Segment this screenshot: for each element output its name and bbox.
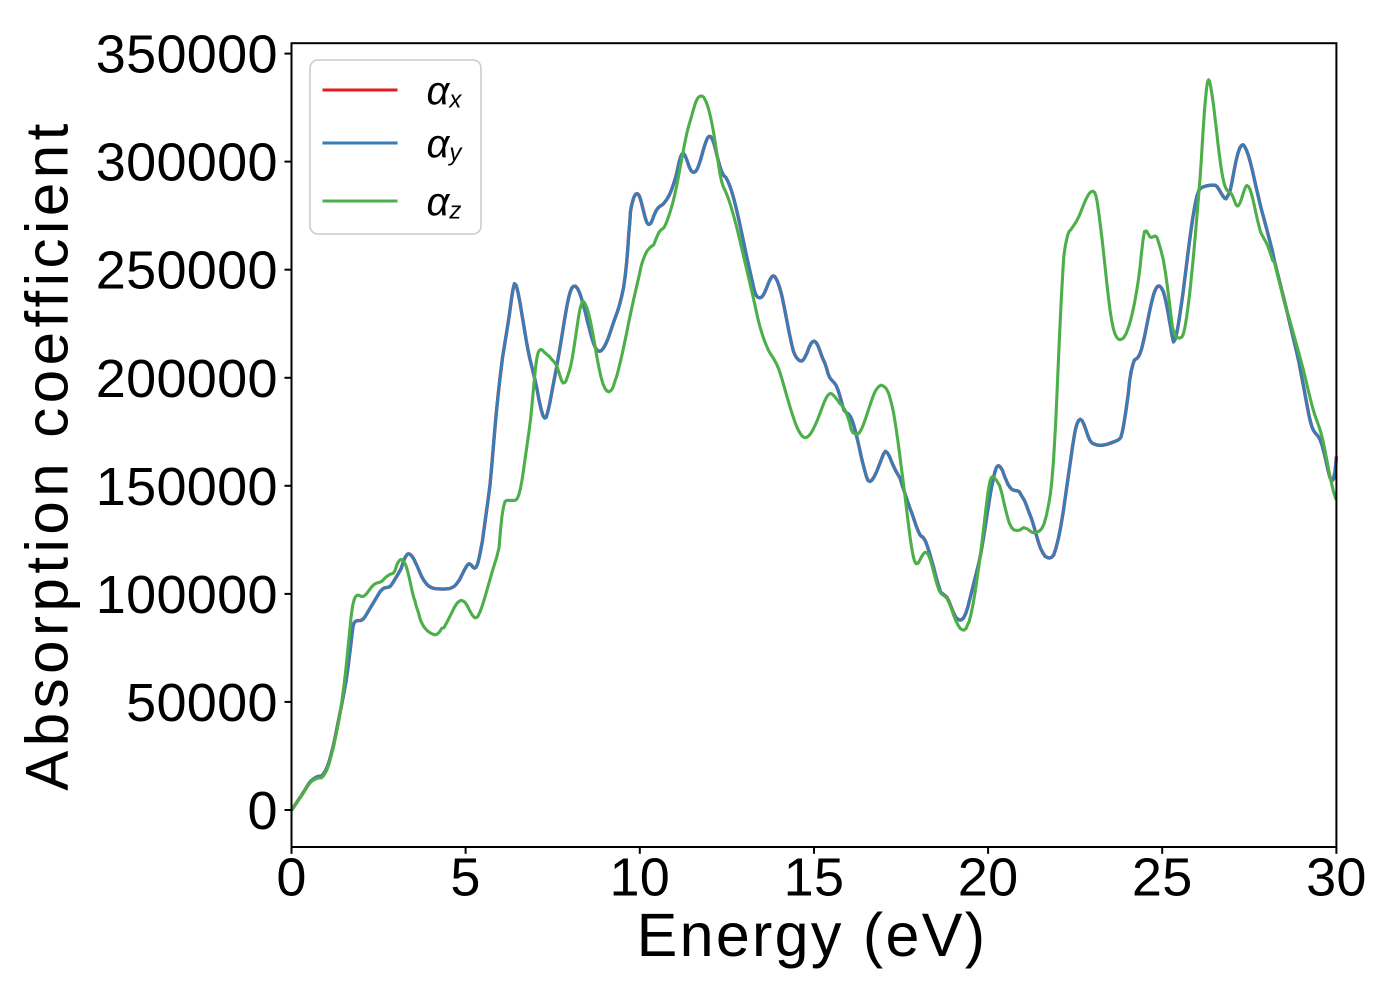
svg-text:20: 20 [958,848,1019,908]
svg-text:100000: 100000 [96,565,278,625]
svg-text:Absorption coefficient: Absorption coefficient [14,119,81,791]
svg-text:0: 0 [247,781,277,841]
svg-text:15: 15 [784,848,845,908]
svg-text:Energy (eV): Energy (eV) [637,901,988,969]
svg-text:5: 5 [450,848,480,908]
svg-text:250000: 250000 [96,241,278,301]
svg-text:350000: 350000 [96,25,278,85]
svg-text:200000: 200000 [96,349,278,409]
svg-text:0: 0 [276,848,306,908]
svg-text:30: 30 [1306,848,1367,908]
svg-text:25: 25 [1132,848,1193,908]
svg-text:50000: 50000 [126,673,278,733]
svg-text:10: 10 [609,848,670,908]
svg-text:150000: 150000 [96,457,278,517]
svg-text:300000: 300000 [96,133,278,193]
